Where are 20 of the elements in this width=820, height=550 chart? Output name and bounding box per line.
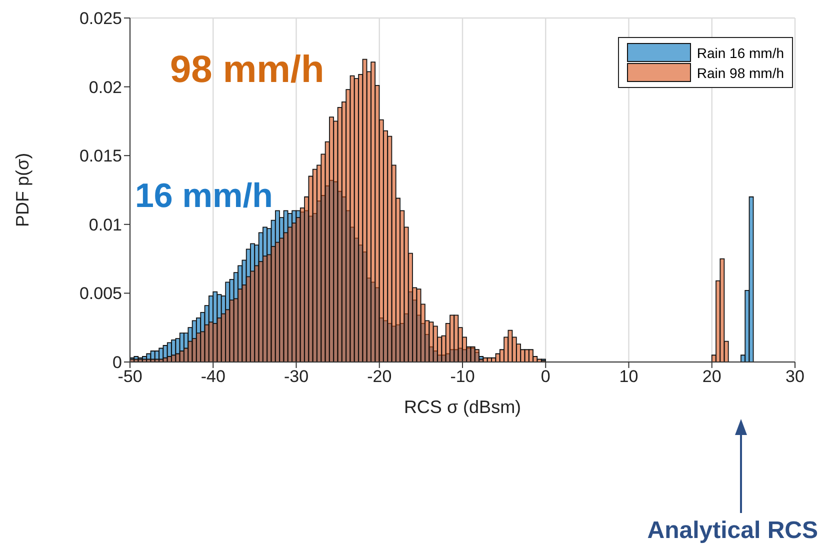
x-tick-label: 0	[540, 367, 550, 386]
legend-label: Rain 16 mm/h	[696, 44, 784, 60]
x-tick-label: 10	[619, 367, 638, 386]
y-tick-label: 0.025	[79, 9, 122, 28]
annotation: 16 mm/h	[135, 177, 273, 215]
x-tick-label: -30	[284, 367, 309, 386]
x-tick-label: -10	[450, 367, 475, 386]
x-tick-label: 20	[702, 367, 722, 386]
x-tick-label: 30	[786, 367, 804, 386]
y-tick-label: 0.015	[79, 146, 122, 166]
y-tick-label: 0.02	[88, 78, 122, 97]
x-tick-label: -20	[367, 367, 392, 386]
annotation: 98 mm/h	[170, 49, 324, 91]
y-tick-label: 0.01	[88, 215, 122, 234]
y-axis-title: PDF p(σ)	[12, 152, 32, 228]
legend-label: Rain 98 mm/h	[696, 64, 784, 80]
y-tick-label: 0.005	[79, 284, 122, 304]
x-axis-title: RCS σ (dBsm)	[404, 397, 522, 417]
x-tick-label: -40	[200, 367, 226, 386]
text: Analytical RCS	[647, 517, 818, 544]
